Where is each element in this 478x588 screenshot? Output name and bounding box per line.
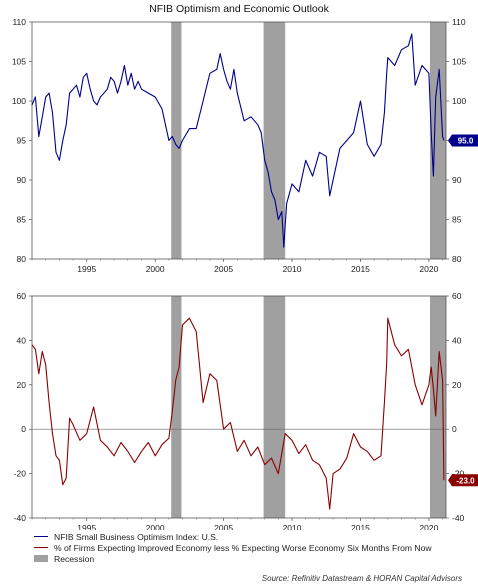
x-tick-label: 2015: [351, 264, 370, 274]
y-tick-label-right: 0: [452, 424, 457, 434]
y-tick-label-left: 0: [21, 424, 26, 434]
recession-band-bottom-3: [429, 296, 446, 518]
last-value-flag-top: [448, 134, 478, 147]
y-tick-label-left: 80: [17, 254, 27, 264]
y-tick-label-left: 100: [12, 96, 26, 106]
recession-band-top-2: [263, 22, 286, 259]
last-value-label-top: 95.0: [458, 137, 474, 146]
chart-svg: NFIB Optimism and Economic Outlook 80 80 8…: [12, 3, 478, 530]
legend-item-recession: Recession: [34, 553, 432, 564]
legend-item-series2: % of Firms Expecting Improved Economy le…: [34, 542, 432, 553]
y-tick-label-right: 85: [452, 215, 462, 225]
x-tick-label: 2020: [419, 523, 438, 530]
y-tick-label-left: -20: [14, 469, 27, 479]
x-tick-label: 2000: [146, 264, 165, 274]
y-tick-label-left: 105: [12, 57, 26, 67]
y-tick-label-left: 85: [17, 215, 27, 225]
last-value-flag-bottom: [448, 474, 478, 487]
last-value-label-bottom: -23.0: [456, 476, 475, 485]
series1-swatch: [34, 536, 48, 537]
y-tick-label-right: 80: [452, 254, 462, 264]
y-tick-label-left: 95: [17, 136, 27, 146]
y-tick-label-left: 40: [17, 335, 27, 345]
y-tick-label-right: -40: [452, 513, 465, 523]
y-tick-label-right: 90: [452, 175, 462, 185]
series-line-top: [31, 33, 445, 248]
y-tick-label-right: 105: [452, 57, 466, 67]
x-tick-label: 2010: [283, 523, 302, 530]
x-tick-label: 2010: [283, 264, 302, 274]
series-line-bottom: [31, 317, 445, 510]
legend-label-series1: NFIB Small Business Optimism Index: U.S.: [54, 531, 219, 542]
y-tick-label-left: -40: [14, 513, 27, 523]
y-tick-label-left: 90: [17, 175, 27, 185]
y-tick-label-right: 40: [452, 335, 462, 345]
legend: NFIB Small Business Optimism Index: U.S.…: [34, 531, 432, 564]
x-tick-label: 2020: [419, 264, 438, 274]
legend-label-series2: % of Firms Expecting Improved Economy le…: [54, 542, 432, 553]
x-tick-label: 2000: [146, 523, 165, 530]
x-tick-label: 2005: [214, 523, 233, 530]
recession-swatch: [34, 555, 48, 562]
top-panel: 8080858590909595100100105105110110199520…: [12, 17, 478, 274]
recession-band-top-1: [171, 22, 182, 259]
y-tick-label-right: 20: [452, 380, 462, 390]
y-tick-label-right: 60: [452, 291, 462, 301]
source-note: Source: Refinitiv Datastream & HORAN Cap…: [261, 574, 462, 583]
recession-band-bottom-2: [263, 296, 286, 518]
x-tick-label: 1995: [77, 264, 96, 274]
recession-band-top-3: [429, 22, 446, 259]
legend-item-series1: NFIB Small Business Optimism Index: U.S.: [34, 531, 432, 542]
series2-swatch: [34, 547, 48, 548]
plot-frame-bottom: [31, 295, 447, 519]
y-tick-label-left: 110: [12, 17, 26, 27]
recession-band-bottom-1: [171, 296, 182, 518]
legend-label-recession: Recession: [54, 553, 95, 564]
x-tick-label: 2005: [214, 264, 233, 274]
y-tick-label-left: 20: [17, 380, 27, 390]
x-tick-label: 2015: [351, 523, 370, 530]
plot-frame-top: [31, 21, 447, 260]
x-tick-label: 1995: [77, 523, 96, 530]
chart-title: NFIB Optimism and Economic Outlook: [149, 3, 329, 15]
y-tick-label-right: 110: [452, 17, 466, 27]
y-tick-label-left: 60: [17, 291, 27, 301]
y-tick-label-right: 100: [452, 96, 466, 106]
y-tick-label-right: -20: [452, 469, 465, 479]
